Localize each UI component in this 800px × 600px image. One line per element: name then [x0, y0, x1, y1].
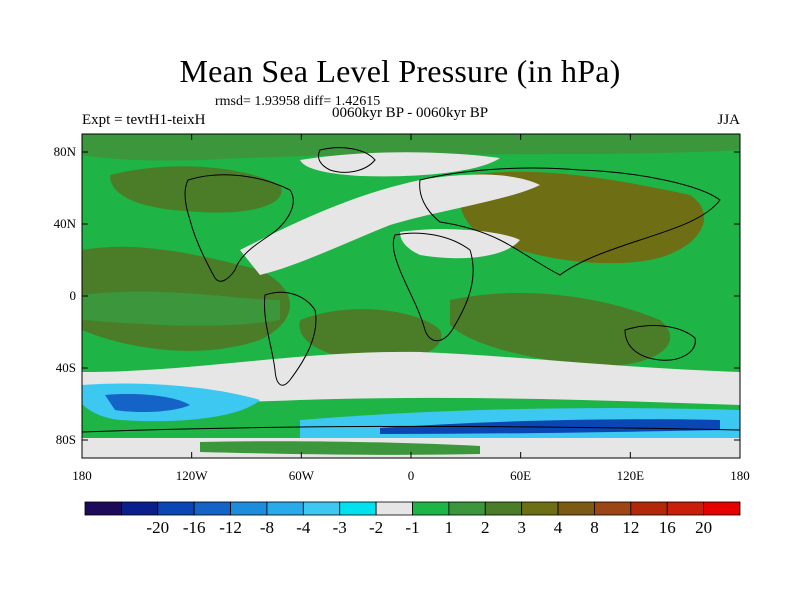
experiment-label: Expt = tevtH1-teixH	[82, 112, 206, 128]
indian-ocean-high	[450, 292, 671, 366]
eurasia-high	[459, 171, 705, 264]
colorbar-box	[375, 501, 413, 516]
lon-tick-label: 180	[730, 468, 750, 483]
arctic-neutral	[300, 152, 500, 177]
lon-tick-label: 120E	[616, 468, 645, 483]
period-label: 0060kyr BP - 0060kyr BP	[331, 105, 489, 121]
colorbar-box	[266, 501, 304, 516]
lon-tick-label: 120W	[175, 468, 208, 483]
colorbar-box	[120, 501, 159, 516]
map-title: Mean Sea Level Pressure (in hPa)	[179, 53, 621, 89]
colorbar-box	[302, 501, 341, 516]
colorbar-box	[630, 501, 668, 516]
colorbar-label: 8	[590, 518, 599, 537]
colorbar-box	[84, 501, 122, 516]
colorbar-box	[703, 501, 741, 516]
colorbar-label: 4	[553, 518, 563, 537]
lat-tick-label: 80S	[55, 432, 76, 447]
south-pole-positive	[200, 441, 480, 455]
colorbar-label: -2	[369, 518, 384, 537]
coastlines	[82, 147, 740, 433]
south-atlantic-high	[299, 309, 442, 361]
arctic-dark	[82, 134, 740, 161]
colorbar-box	[339, 501, 377, 516]
lon-tick-label: 180	[72, 468, 92, 483]
colorbar-label: 1	[444, 518, 454, 537]
colorbar-box	[230, 501, 268, 516]
lat-tick-label: 80N	[53, 144, 76, 159]
colorbar-box	[557, 501, 595, 516]
colorbar-box	[484, 501, 523, 516]
colorbar-label: 20	[695, 518, 713, 537]
colorbar-box	[412, 501, 450, 516]
lon-tick-label: 60W	[288, 468, 314, 483]
southern-ocean-neutral-band	[82, 351, 740, 405]
north-pacific-high	[110, 166, 282, 213]
colorbar-label: 3	[517, 518, 526, 537]
contour-fields	[82, 134, 740, 458]
colorbar-label: -4	[296, 518, 311, 537]
colorbar-box	[157, 501, 195, 516]
lat-tick-label: 40S	[55, 360, 76, 375]
stats-line: rmsd= 1.93958 diff= 1.42615	[215, 94, 381, 109]
season-label: JJA	[717, 112, 740, 128]
colorbar-box	[521, 501, 559, 516]
colorbar-box	[594, 501, 632, 516]
axis-ticks	[81, 134, 741, 458]
colorbar-box	[193, 501, 231, 516]
lat-tick-label: 0	[69, 288, 77, 303]
lon-tick-label: 60E	[510, 468, 532, 483]
colorbar-box	[666, 501, 705, 516]
colorbar-label: 2	[481, 518, 490, 537]
lat-tick-label: 40N	[53, 216, 76, 231]
colorbar-box	[448, 501, 486, 516]
colorbar-boxes	[84, 501, 741, 516]
tropical-pacific-band	[82, 291, 280, 326]
north-atlantic-neutral-band	[240, 174, 540, 275]
lon-tick-label: 0	[407, 468, 415, 483]
colorbar-label: -20	[146, 518, 170, 537]
colorbar-label: -1	[405, 518, 420, 537]
colorbar-label: 12	[622, 518, 640, 537]
colorbar-label: -12	[219, 518, 242, 537]
colorbar-label: -3	[332, 518, 347, 537]
colorbar-label: -8	[259, 518, 275, 537]
colorbar-label: 16	[658, 518, 676, 537]
colorbar-label: -16	[182, 518, 206, 537]
antarctic-deep-negative	[105, 394, 190, 413]
